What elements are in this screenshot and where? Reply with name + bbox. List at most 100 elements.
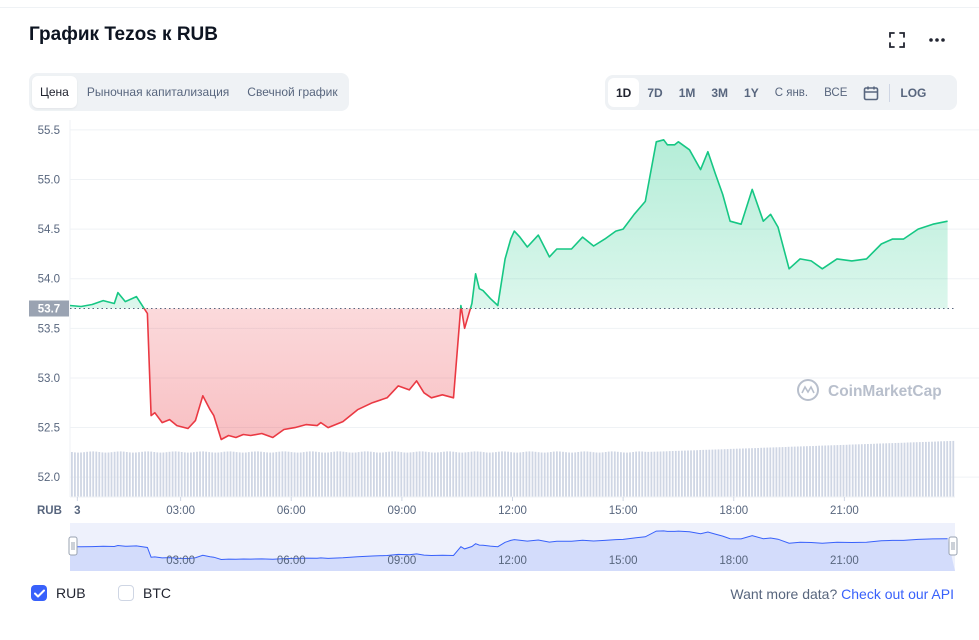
volume-bar	[119, 451, 122, 497]
api-promo-text: Want more data?	[730, 586, 838, 602]
range-ytd[interactable]: С янв.	[774, 86, 809, 99]
navigator-tick-label: 18:00	[719, 555, 748, 567]
volume-bar	[574, 452, 577, 497]
volume-bar	[266, 452, 268, 497]
volume-bar	[360, 451, 363, 497]
volume-bar	[882, 443, 885, 497]
volume-bar	[836, 445, 839, 497]
volume-bar	[80, 452, 82, 497]
range-7d[interactable]: 7D	[647, 85, 663, 100]
volume-bar	[507, 451, 509, 497]
volume-bar	[485, 452, 488, 497]
volume-bar	[330, 452, 333, 497]
volume-bar	[281, 451, 284, 497]
volume-bar	[501, 451, 503, 497]
volume-bar	[699, 450, 702, 497]
volume-bar	[940, 441, 942, 497]
x-tick-label: 06:00	[277, 505, 306, 517]
volume-bar	[144, 451, 146, 497]
volume-bar	[278, 451, 281, 497]
volume-bar	[623, 452, 625, 497]
volume-bar	[284, 451, 287, 497]
coinmarketcap-watermark: CoinMarketCap	[797, 379, 942, 401]
volume-bar	[348, 452, 351, 497]
navigator-line	[69, 530, 948, 561]
volume-bar	[415, 451, 418, 497]
range-1m[interactable]: 1M	[678, 85, 696, 100]
fullscreen-icon[interactable]	[885, 28, 909, 52]
volume-bar	[842, 444, 845, 497]
volume-bar	[385, 452, 387, 497]
volume-bar	[217, 452, 220, 497]
rub-legend-label: RUB	[56, 585, 86, 601]
x-tick-label: 09:00	[387, 505, 416, 517]
x-axis-currency: RUB	[37, 505, 62, 517]
volume-bar	[244, 452, 247, 497]
volume-bar	[232, 451, 235, 497]
legend-btc[interactable]: BTC	[118, 585, 171, 601]
coinmarketcap-logo-mark	[801, 385, 815, 394]
volume-bar	[748, 448, 750, 497]
volume-bar	[577, 452, 580, 497]
range-1y[interactable]: 1Y	[744, 85, 759, 100]
volume-bar	[443, 451, 445, 497]
volume-bar	[830, 445, 833, 497]
volume-bar	[610, 451, 613, 497]
volume-bar	[873, 443, 875, 497]
volume-bar	[864, 444, 866, 497]
volume-bar	[845, 444, 848, 497]
volume-bar	[601, 452, 604, 497]
baseline-value: 53.7	[38, 304, 60, 316]
volume-bar	[150, 451, 153, 497]
volume-bar	[110, 452, 113, 497]
volume-bar	[638, 451, 641, 497]
time-range-selector: 1D 7D 1M 3M 1Y С янв. ВСЕ LOG	[605, 75, 957, 110]
volume-bar	[440, 452, 442, 497]
volume-bar	[531, 451, 534, 497]
calendar-button[interactable]	[855, 78, 887, 107]
volume-bar	[647, 451, 650, 497]
volume-bar	[732, 448, 735, 497]
volume-bar	[559, 451, 561, 497]
volume-bar	[519, 452, 522, 497]
volume-bar	[693, 450, 695, 497]
tab-price[interactable]: Цена	[32, 76, 77, 108]
volume-bar	[272, 452, 275, 497]
volume-bar	[498, 451, 500, 497]
range-1d[interactable]: 1D	[608, 78, 640, 107]
more-options-icon[interactable]	[925, 28, 949, 52]
volume-bar	[735, 448, 738, 497]
volume-bar	[479, 451, 482, 497]
tab-candlestick[interactable]: Свечной график	[247, 85, 338, 99]
volume-bar	[345, 452, 348, 497]
log-scale-toggle[interactable]: LOG	[900, 85, 927, 100]
volume-bar	[263, 452, 265, 497]
tab-market-cap[interactable]: Рыночная капитализация	[86, 85, 230, 99]
range-3m[interactable]: 3M	[711, 85, 729, 100]
api-link[interactable]: Check out our API	[841, 586, 954, 602]
volume-bar	[562, 451, 564, 497]
volume-bar	[394, 451, 397, 497]
volume-bar	[925, 441, 927, 497]
volume-bar	[815, 445, 817, 497]
volume-bar	[104, 452, 107, 497]
volume-bar	[308, 451, 311, 497]
navigator-handle-right[interactable]	[948, 536, 958, 556]
volume-bar	[656, 451, 659, 497]
range-all[interactable]: ВСЕ	[824, 86, 848, 99]
btc-checkbox[interactable]	[118, 585, 134, 601]
volume-bar	[903, 442, 906, 497]
volume-bar	[98, 452, 101, 497]
volume-bar	[473, 451, 476, 497]
volume-bar	[421, 451, 424, 497]
volume-bar	[784, 447, 787, 497]
check-icon	[33, 589, 45, 597]
rub-checkbox[interactable]	[31, 585, 47, 601]
volume-bar	[781, 447, 784, 497]
volume-bar	[147, 451, 150, 497]
legend-rub[interactable]: RUB	[31, 585, 86, 601]
volume-bar	[165, 452, 168, 497]
navigator-handle-left[interactable]	[68, 536, 78, 556]
volume-bar	[772, 447, 775, 497]
